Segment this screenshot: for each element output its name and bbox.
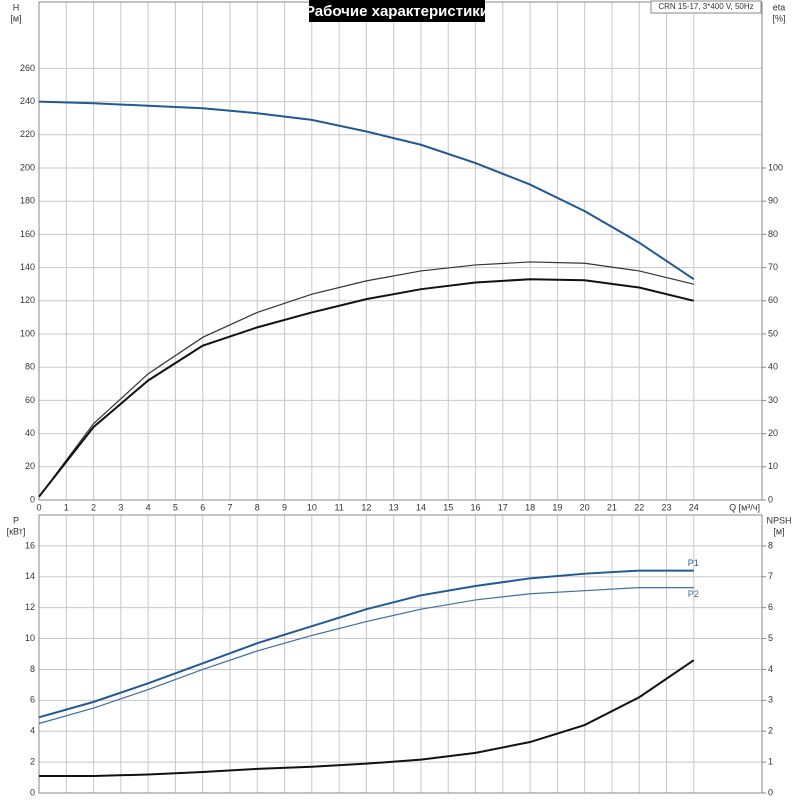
y-tick-label: 4: [30, 726, 35, 736]
plot-frame: [38, 1, 763, 501]
y2-tick-label: 20: [768, 428, 778, 438]
y-tick-label: 20: [25, 461, 35, 471]
x-tick-label: 21: [607, 502, 617, 512]
series-line: [39, 659, 695, 778]
series-line: [38, 278, 695, 498]
series-line: [38, 100, 695, 281]
y-tick-label: 200: [20, 162, 35, 172]
x-tick-label: 23: [662, 502, 672, 512]
series-line: [38, 261, 694, 498]
y-tick-label: 2: [30, 756, 35, 766]
x-tick-label: 14: [416, 502, 426, 512]
x-tick-label: 22: [634, 502, 644, 512]
x-tick-label: 11: [334, 502, 343, 512]
x-tick-label: 4: [146, 502, 151, 512]
y2-tick-label: 3: [768, 695, 773, 705]
y-tick-label: 240: [20, 96, 35, 106]
y-tick-label: 180: [20, 196, 35, 206]
y2-tick-label: 90: [768, 196, 778, 206]
y-axis-label: P: [13, 515, 19, 525]
x-tick-label: 1: [64, 502, 69, 512]
y2-tick-label: 5: [768, 633, 773, 643]
y-tick-label: 220: [20, 129, 35, 139]
y-tick-label: 40: [25, 428, 35, 438]
y-tick-label: 160: [20, 229, 35, 239]
x-tick-label: 18: [525, 502, 535, 512]
y-tick-label: 6: [30, 695, 35, 705]
x-axis-label: Q [м³/ч]: [729, 502, 760, 512]
x-tick-label: 5: [173, 502, 178, 512]
title-box: [309, 0, 485, 22]
x-tick-label: 10: [307, 502, 317, 512]
x-tick-label: 17: [498, 502, 508, 512]
y-tick-label: 80: [25, 362, 35, 372]
y2-tick-label: 70: [768, 262, 778, 272]
y2-axis-label: eta: [773, 2, 786, 12]
y-tick-label: 0: [30, 494, 35, 504]
y-tick-label: 140: [20, 262, 35, 272]
plot-frame: [38, 514, 763, 794]
y-tick-label: 10: [25, 633, 35, 643]
y-axis-label: H: [13, 2, 20, 12]
y-axis-unit: [кВт]: [7, 526, 26, 536]
x-tick-label: 9: [282, 502, 287, 512]
x-tick-label: 20: [580, 502, 590, 512]
series-line: [38, 569, 694, 719]
x-tick-label: 2: [91, 502, 96, 512]
series-line: [38, 586, 694, 725]
y2-tick-label: 40: [768, 362, 778, 372]
y2-tick-label: 2: [768, 726, 773, 736]
y-tick-label: 12: [25, 602, 35, 612]
y2-tick-label: 10: [768, 461, 778, 471]
y2-tick-label: 4: [768, 664, 773, 674]
y2-tick-label: 60: [768, 295, 778, 305]
y2-axis-unit: [%]: [772, 13, 785, 23]
series-label: P2: [688, 589, 699, 599]
x-tick-label: 24: [689, 502, 699, 512]
x-tick-label: 3: [118, 502, 123, 512]
x-tick-label: 12: [361, 502, 371, 512]
y-axis-unit: [м]: [10, 13, 21, 23]
x-tick-label: 15: [443, 502, 453, 512]
chart-title: Рабочие характеристики: [305, 3, 489, 20]
annotation: CRN 15-17, 3*400 V, 50Hz: [658, 2, 753, 11]
y2-tick-label: 50: [768, 328, 778, 338]
y2-axis-label: NPSH: [766, 515, 791, 525]
y-tick-label: 260: [20, 63, 35, 73]
series-label: P1: [688, 558, 699, 568]
y-tick-label: 14: [25, 571, 35, 581]
y2-tick-label: 8: [768, 540, 773, 550]
annotation-box: [650, 0, 762, 14]
y2-tick-label: 1: [768, 756, 773, 766]
y2-tick-label: 0: [768, 494, 773, 504]
y2-tick-label: 7: [768, 571, 773, 581]
x-tick-label: 19: [552, 502, 562, 512]
y2-tick-label: 6: [768, 602, 773, 612]
y2-tick-label: 0: [768, 787, 773, 797]
x-tick-label: 13: [389, 502, 399, 512]
y-tick-label: 0: [30, 787, 35, 797]
y-tick-label: 60: [25, 395, 35, 405]
x-tick-label: 6: [200, 502, 205, 512]
y2-tick-label: 30: [768, 395, 778, 405]
y2-axis-unit: [м]: [773, 526, 784, 536]
x-tick-label: 16: [471, 502, 481, 512]
y2-tick-label: 80: [768, 229, 778, 239]
x-tick-label: 7: [227, 502, 232, 512]
y-tick-label: 100: [20, 328, 35, 338]
x-tick-label: 8: [255, 502, 260, 512]
y-tick-label: 16: [25, 540, 35, 550]
x-tick-label: 0: [36, 502, 41, 512]
y-tick-label: 8: [30, 664, 35, 674]
y-tick-label: 120: [20, 295, 35, 305]
y2-tick-label: 100: [768, 162, 783, 172]
